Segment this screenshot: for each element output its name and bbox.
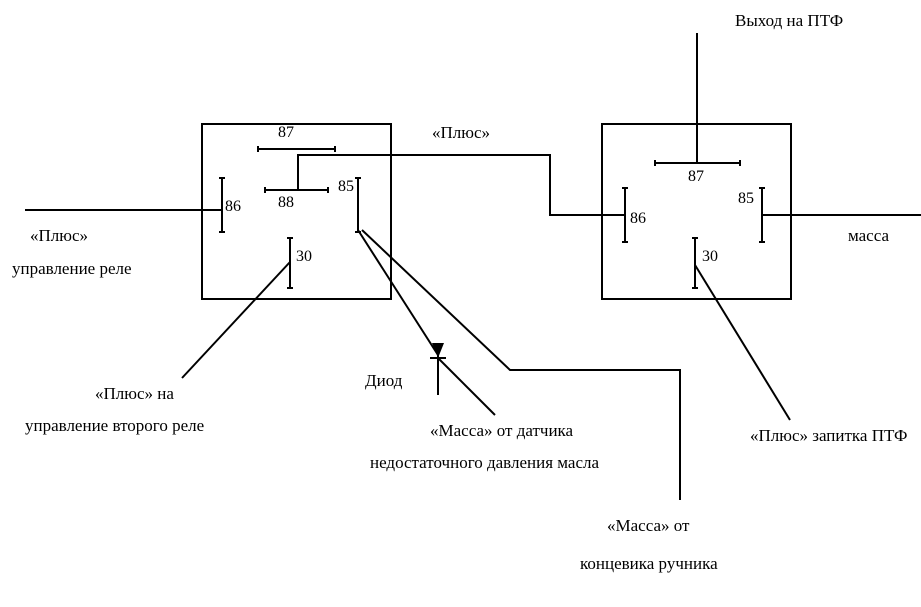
- label-plus-ctrl1: «Плюс»: [30, 225, 88, 247]
- diode-triangle: [432, 343, 444, 358]
- diagram-canvas: [0, 0, 921, 607]
- relay2-pin85-label: 85: [738, 190, 754, 208]
- relay1-pin85-label: 85: [338, 178, 354, 196]
- label-plus-bridge: «Плюс»: [432, 122, 490, 144]
- label-mass: масса: [848, 225, 889, 247]
- relay1-pin86-label: 86: [225, 198, 241, 216]
- callout-mass-oil: [438, 358, 495, 415]
- label-to-second1: «Плюс» на: [95, 383, 174, 405]
- relay1-pin30-label: 30: [296, 248, 312, 266]
- relay2-pin30-label: 30: [702, 248, 718, 266]
- relay2-pin86-label: 86: [630, 210, 646, 228]
- label-plus-ctrl2: управление реле: [12, 258, 132, 280]
- callout-plus-ptf: [695, 265, 790, 420]
- label-mass-hb1: «Масса» от: [607, 515, 689, 537]
- label-diode: Диод: [365, 370, 402, 392]
- relay2-pin87-label: 87: [688, 168, 704, 186]
- label-mass-hb2: концевика ручника: [580, 553, 718, 575]
- relay1-pin87-label: 87: [278, 124, 294, 142]
- label-mass-oil2: недостаточного давления масла: [370, 452, 599, 474]
- relay1-pin88-label: 88: [278, 194, 294, 212]
- label-mass-oil1: «Масса» от датчика: [430, 420, 573, 442]
- label-to-second2: управление второго реле: [25, 415, 204, 437]
- callout-to-second: [182, 262, 290, 378]
- label-plus-ptf: «Плюс» запитка ПТФ: [750, 425, 907, 447]
- label-out-ptf: Выход на ПТФ: [735, 10, 843, 32]
